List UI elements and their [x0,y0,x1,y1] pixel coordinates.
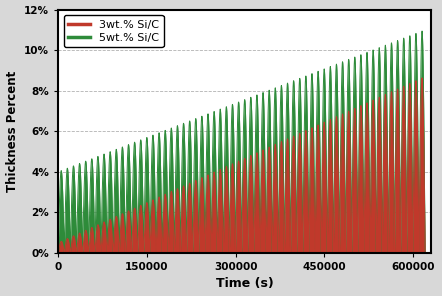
Legend: 3wt.% Si/C, 5wt.% Si/C: 3wt.% Si/C, 5wt.% Si/C [64,15,164,47]
Y-axis label: Thickness Percent: Thickness Percent [6,70,19,192]
X-axis label: Time (s): Time (s) [216,277,274,290]
